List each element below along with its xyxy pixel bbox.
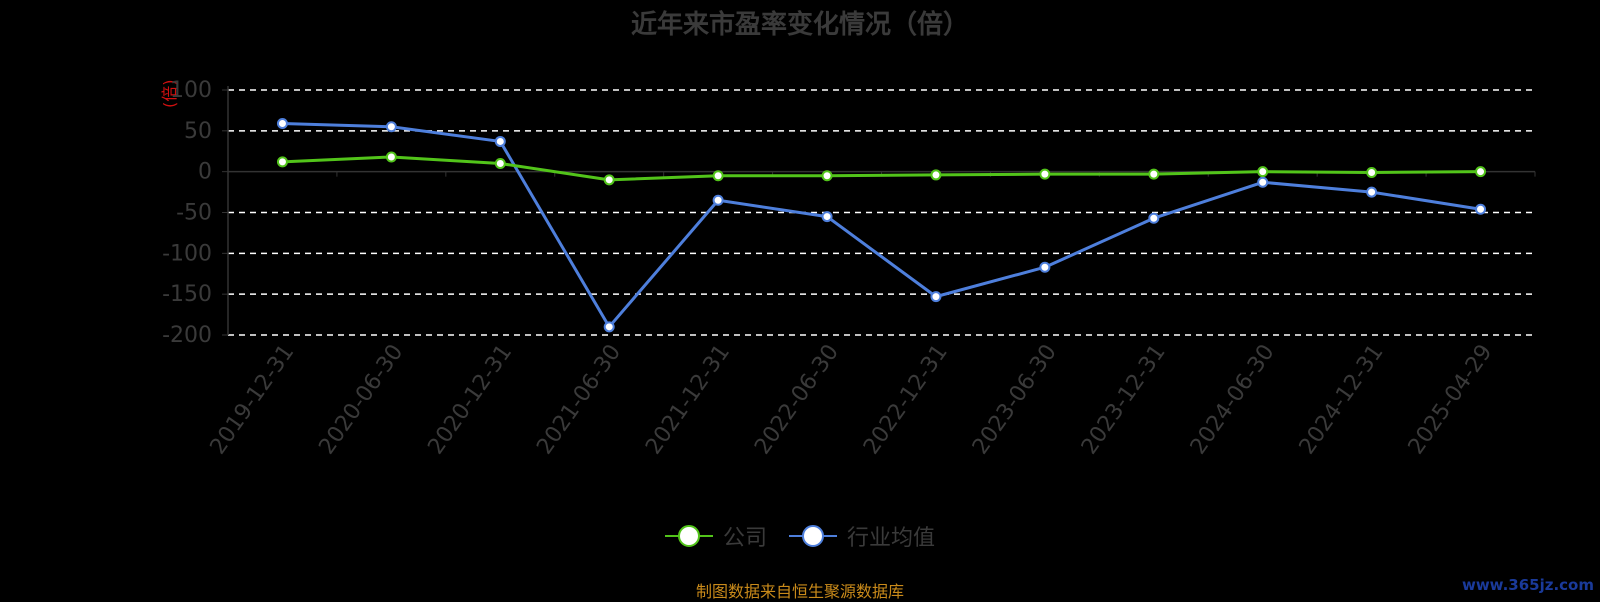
x-tick-label: 2021-12-31 — [641, 340, 735, 459]
x-tick-label: 2022-06-30 — [750, 340, 844, 459]
data-source-note: 制图数据来自恒生聚源数据库 — [695, 582, 904, 601]
x-tick-label: 2019-12-31 — [206, 340, 300, 459]
y-tick-label: 100 — [170, 78, 212, 103]
data-point-industry-average — [1039, 261, 1051, 273]
data-point-industry-average — [930, 291, 942, 303]
legend-marker-icon — [664, 524, 713, 548]
data-point-company — [1148, 168, 1160, 180]
y-tick-label: -150 — [162, 282, 212, 307]
x-tick-label: 2022-12-31 — [859, 340, 953, 459]
y-tick-label: -200 — [162, 323, 212, 348]
x-tick-label: 2025-04-29 — [1404, 340, 1498, 459]
data-point-industry-average — [1257, 176, 1269, 188]
data-point-industry-average — [494, 135, 506, 147]
data-point-industry-average — [1475, 203, 1487, 215]
x-tick-label: 2023-12-31 — [1077, 340, 1171, 459]
legend-marker-icon — [789, 524, 837, 548]
data-point-industry-average — [712, 194, 724, 206]
series-line-industry-average — [282, 121, 1481, 329]
data-point-industry-average — [1366, 186, 1378, 198]
data-point-company — [603, 174, 615, 186]
data-point-company — [494, 158, 506, 169]
x-tick-label: 2024-06-30 — [1186, 340, 1280, 459]
y-tick-label: 0 — [198, 160, 212, 185]
chart-title: 近年来市盈率变化情况（倍） — [630, 10, 969, 40]
x-tick-label: 2024-12-31 — [1295, 340, 1389, 459]
data-point-company — [1366, 166, 1378, 178]
y-tick-label: -100 — [162, 241, 212, 266]
y-tick-label: -50 — [176, 201, 212, 226]
legend-item-industry-average[interactable]: 行业均值 — [789, 520, 935, 552]
data-point-company — [712, 170, 724, 182]
data-point-company — [1257, 166, 1269, 178]
data-point-industry-average — [385, 121, 397, 133]
data-point-company — [1475, 166, 1487, 178]
legend-label-industry-average: 行业均值 — [847, 526, 936, 551]
chart-legend: 公司 行业均值 — [0, 520, 1600, 552]
x-tick-label: 2020-12-31 — [423, 340, 517, 459]
data-point-industry-average — [603, 321, 615, 333]
legend-label-company: 公司 — [722, 526, 767, 551]
watermark: www.365jz.com — [1461, 576, 1594, 594]
data-point-company — [1039, 168, 1051, 180]
data-point-company — [821, 170, 833, 182]
x-tick-label: 2023-06-30 — [968, 340, 1062, 459]
data-point-company — [385, 151, 397, 163]
series-line-company — [282, 155, 1481, 182]
y-tick-label: 50 — [184, 119, 212, 144]
legend-item-company[interactable]: 公司 — [664, 520, 767, 552]
data-point-industry-average — [821, 211, 833, 223]
x-tick-label: 2021-06-30 — [532, 340, 626, 459]
data-point-company — [276, 156, 288, 168]
data-point-industry-average — [1148, 212, 1160, 224]
x-tick-label: 2020-06-30 — [314, 340, 408, 459]
data-point-company — [930, 169, 942, 181]
data-point-industry-average — [276, 117, 288, 129]
